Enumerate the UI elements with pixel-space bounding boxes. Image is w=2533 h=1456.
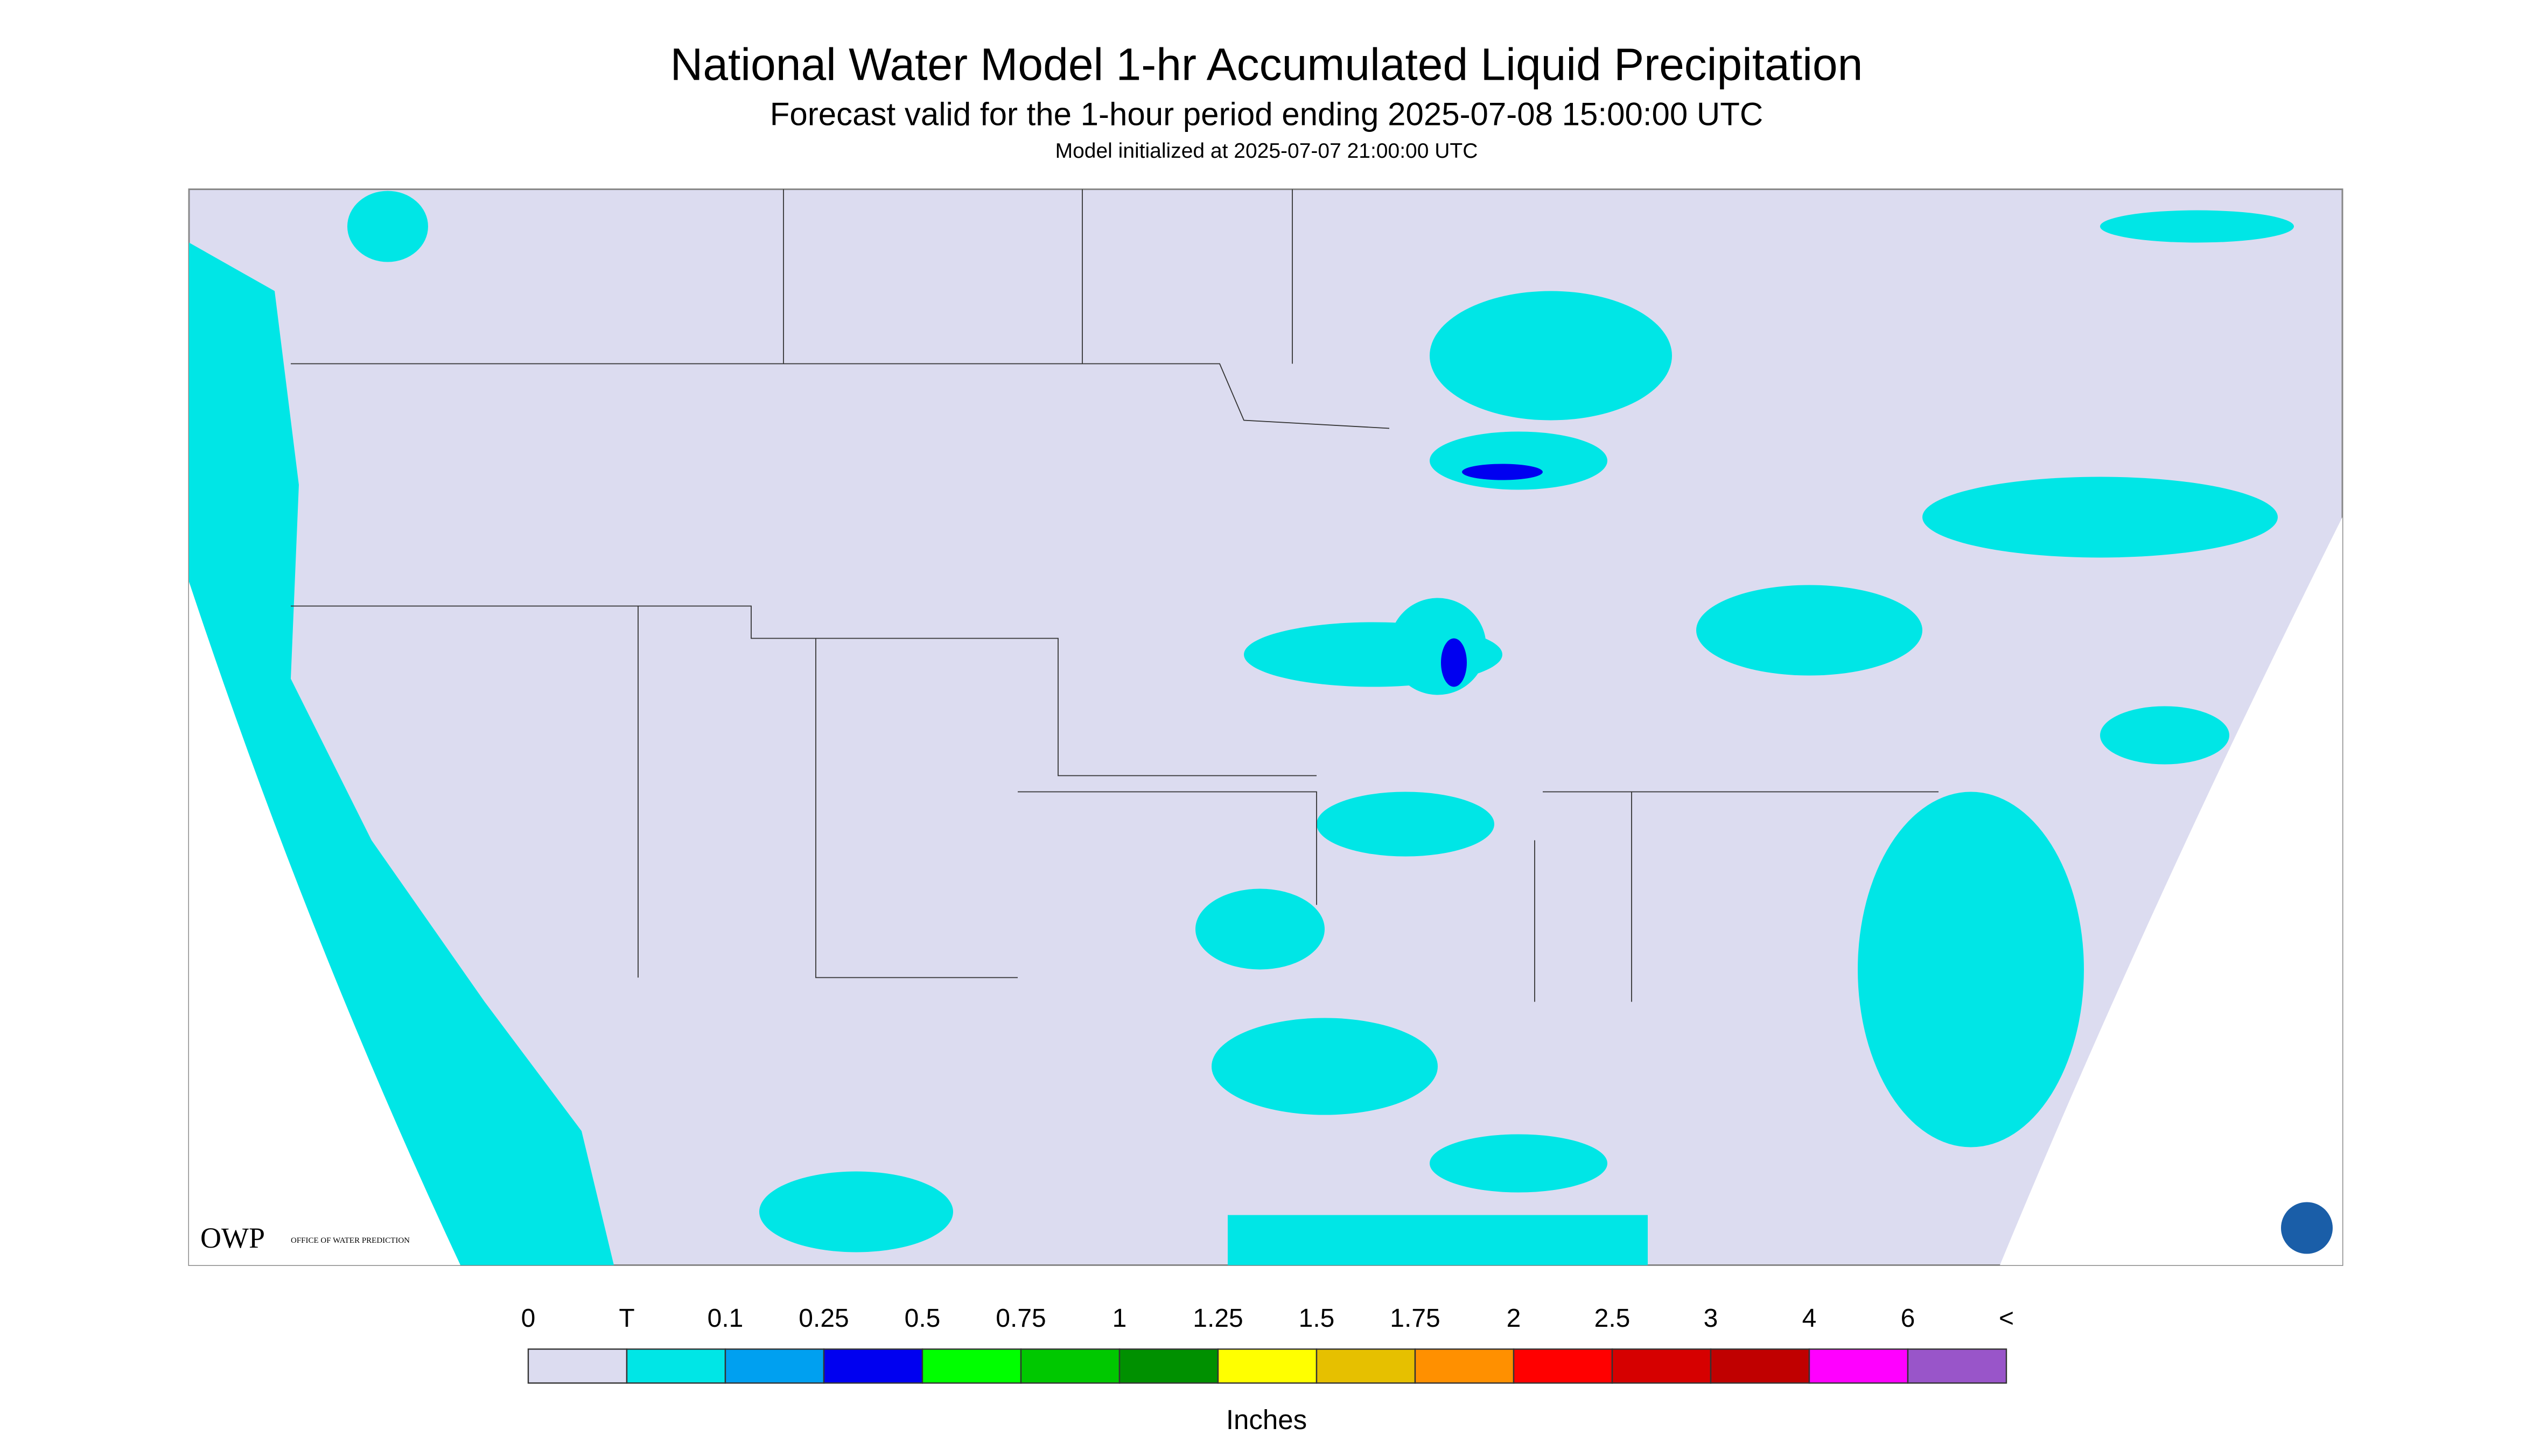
legend-swatch <box>1020 1348 1121 1384</box>
legend-label: T <box>619 1304 634 1333</box>
legend-label: 0.1 <box>708 1304 744 1333</box>
legend-swatch <box>1808 1348 1909 1384</box>
precip-areas <box>347 191 2294 1265</box>
legend-label: 3 <box>1704 1304 1718 1333</box>
precip-heavy <box>1441 464 1543 687</box>
legend-label: 0.5 <box>905 1304 941 1333</box>
legend-swatch <box>1710 1348 1810 1384</box>
legend-swatch <box>1316 1348 1416 1384</box>
legend-swatch <box>1217 1348 1318 1384</box>
title: National Water Model 1-hr Accumulated Li… <box>670 39 1863 90</box>
subtitle: Forecast valid for the 1-hour period end… <box>770 96 1763 132</box>
legend-swatch <box>1118 1348 1219 1384</box>
legend-label: 2 <box>1507 1304 1521 1333</box>
legend-label: 1.5 <box>1299 1304 1335 1333</box>
legend-swatch <box>1907 1348 2007 1384</box>
legend-swatch <box>724 1348 825 1384</box>
legend-label: 2.5 <box>1594 1304 1631 1333</box>
noaa-logo <box>2281 1202 2333 1254</box>
legend-label: < <box>1999 1304 2014 1333</box>
precip-area <box>189 242 614 1265</box>
init-time: Model initialized at 2025-07-07 21:00:00… <box>1055 139 1478 163</box>
legend-label: 0.25 <box>799 1304 849 1333</box>
legend-label: 1.25 <box>1193 1304 1243 1333</box>
legend-label: 0 <box>521 1304 536 1333</box>
legend-units: Inches <box>1226 1404 1307 1435</box>
legend-label: 4 <box>1802 1304 1817 1333</box>
legend-label: 1 <box>1112 1304 1127 1333</box>
logo-name: OFFICE OF WATER PREDICTION <box>291 1236 410 1245</box>
legend: 0 T 0.1 0.25 0.5 0.75 1 1.25 1.5 1.75 2 2.5 3 4 6 < <box>521 1304 2014 1384</box>
legend-swatch <box>527 1348 628 1384</box>
legend-swatch <box>921 1348 1022 1384</box>
legend-label: 0.75 <box>996 1304 1046 1333</box>
legend-swatch <box>1414 1348 1515 1384</box>
legend-swatch <box>1513 1348 1613 1384</box>
map: OWP OFFICE OF WATER PREDICTION <box>188 188 2343 1266</box>
projection-edge <box>2000 517 2342 1265</box>
legend-swatch <box>626 1348 726 1384</box>
boundaries <box>291 189 1939 1002</box>
legend-swatch <box>823 1348 923 1384</box>
logo-acronym: OWP <box>200 1222 265 1254</box>
legend-label: 6 <box>1901 1304 1915 1333</box>
legend-swatch <box>1611 1348 1712 1384</box>
projection-edge <box>189 582 460 1265</box>
legend-label: 1.75 <box>1390 1304 1440 1333</box>
